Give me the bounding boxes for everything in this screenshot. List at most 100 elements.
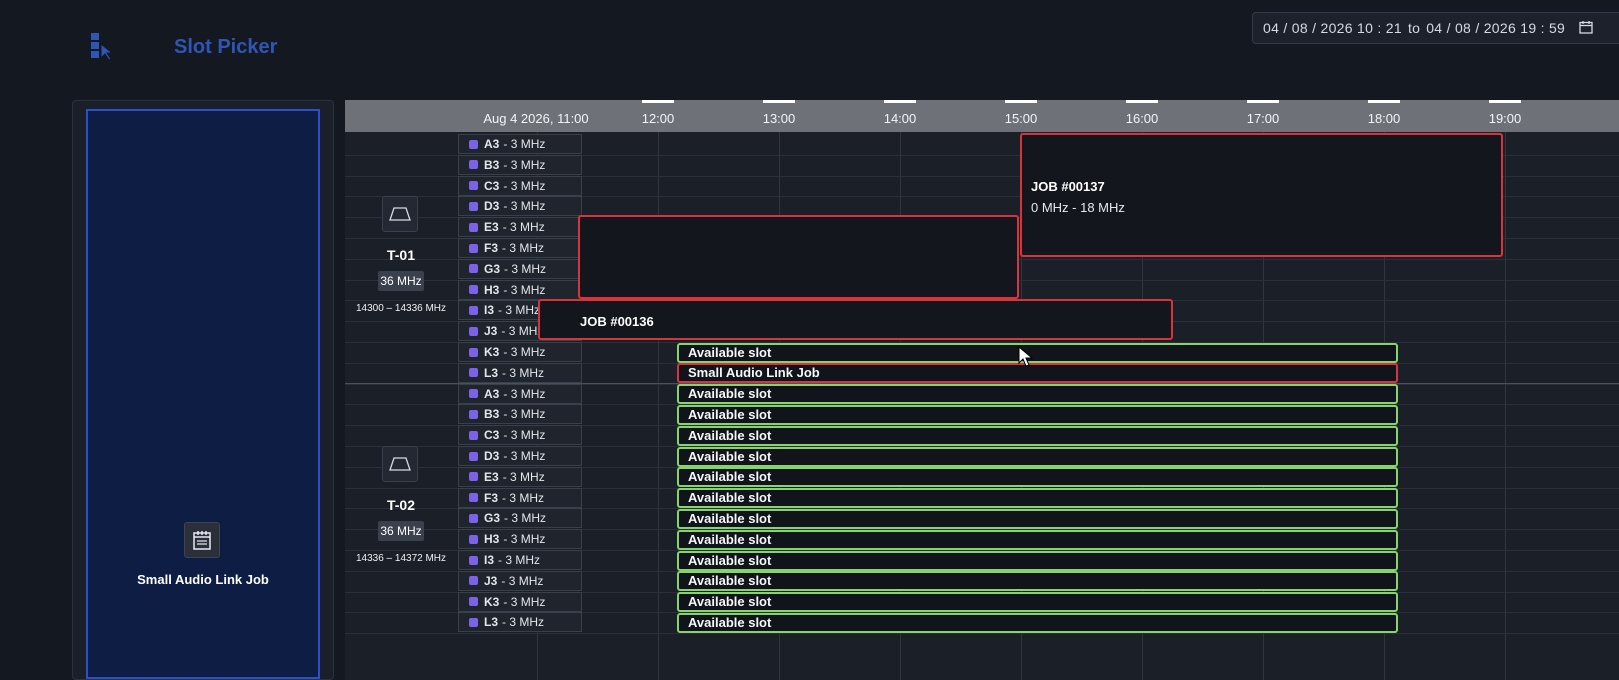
- channel-name: E3: [484, 469, 499, 484]
- available-slot[interactable]: Available slot: [677, 550, 1398, 571]
- channel-name: K3: [484, 345, 500, 359]
- channel-label[interactable]: C3 - 3 MHz: [458, 175, 582, 196]
- transmitter-frequency-range: 14336 – 14372 MHz: [355, 552, 447, 564]
- channel-color-icon: [469, 139, 478, 149]
- available-slot[interactable]: Available slot: [677, 425, 1398, 446]
- calendar-icon[interactable]: [1579, 20, 1593, 37]
- available-slot[interactable]: Available slot: [677, 529, 1398, 550]
- channel-label[interactable]: H3 - 3 MHz: [458, 529, 582, 550]
- available-slot[interactable]: Available slot: [677, 571, 1398, 592]
- timeline-start-label: Aug 4 2026, 11:00: [483, 111, 589, 126]
- channel-label[interactable]: K3 - 3 MHz: [458, 591, 582, 612]
- available-slot[interactable]: Available slot: [677, 384, 1398, 405]
- channel-color-icon: [469, 201, 478, 211]
- channel-color-icon: [469, 285, 478, 295]
- hour-tick-label: 17:00: [1246, 111, 1280, 126]
- channel-name: K3: [484, 594, 500, 609]
- channel-label[interactable]: I3 - 3 MHz: [458, 550, 582, 570]
- channel-bw: - 3 MHz: [504, 511, 547, 526]
- row-line: [345, 175, 1619, 177]
- available-slot[interactable]: Available slot: [677, 467, 1398, 488]
- date-from[interactable]: 04 / 08 / 2026 10 : 21: [1263, 20, 1402, 36]
- channel-bw: - 3 MHz: [503, 157, 546, 172]
- date-separator: to: [1407, 20, 1421, 36]
- transponder-icon: [382, 196, 418, 232]
- hour-tick-mark: [1126, 100, 1158, 103]
- channel-bw: - 3 MHz: [502, 469, 545, 484]
- channel-name: H3: [484, 532, 500, 547]
- job-card-icon[interactable]: [184, 522, 220, 558]
- available-slot[interactable]: Available slot: [677, 508, 1398, 529]
- job-title: JOB #00136: [580, 314, 654, 329]
- job-card-label[interactable]: Small Audio Link Job: [137, 572, 269, 587]
- channel-label[interactable]: L3 - 3 MHz: [458, 362, 582, 383]
- channel-label[interactable]: A3 - 3 MHz: [458, 134, 582, 154]
- available-slot[interactable]: Available slot: [677, 404, 1398, 425]
- channel-bw: - 3 MHz: [502, 490, 545, 505]
- channel-name: D3: [484, 449, 500, 463]
- channel-bw: - 3 MHz: [502, 241, 545, 255]
- channel-label[interactable]: C3 - 3 MHz: [458, 425, 582, 446]
- hour-tick-mark: [763, 100, 795, 103]
- channel-label[interactable]: B3 - 3 MHz: [458, 154, 582, 175]
- hour-tick-label: 18:00: [1367, 111, 1401, 126]
- hour-tick-mark: [642, 100, 674, 103]
- date-to[interactable]: 04 / 08 / 2026 19 : 59: [1426, 20, 1566, 36]
- channel-name: D3: [484, 199, 500, 214]
- channel-bw: - 3 MHz: [503, 407, 546, 422]
- available-slot[interactable]: Available slot: [677, 488, 1398, 509]
- channel-label[interactable]: B3 - 3 MHz: [458, 404, 582, 425]
- row-line: [345, 633, 1619, 635]
- channel-label[interactable]: F3 - 3 MHz: [458, 238, 582, 258]
- channel-bw: - 3 MHz: [503, 594, 546, 609]
- available-slot[interactable]: Available slot: [677, 612, 1398, 633]
- channel-name: L3: [484, 615, 499, 630]
- timeline-header: [345, 100, 1619, 132]
- date-range-picker[interactable]: 04 / 08 / 2026 10 : 21 to 04 / 08 / 2026…: [1252, 12, 1619, 44]
- channel-bw: - 3 MHz: [503, 428, 546, 443]
- grid-line: [1505, 132, 1506, 680]
- selected-job-slot[interactable]: Small Audio Link Job: [677, 363, 1398, 384]
- job-range: 0 MHz - 18 MHz: [1031, 200, 1125, 215]
- channel-color-icon: [469, 513, 478, 523]
- channel-bw: - 3 MHz: [502, 615, 545, 630]
- transponder-icon: [382, 445, 418, 482]
- channel-color-icon: [469, 555, 478, 565]
- transmitter-bandwidth-badge: 36 MHz: [378, 271, 424, 291]
- channel-color-icon: [469, 160, 478, 170]
- channel-bw: - 3 MHz: [503, 282, 546, 297]
- channel-name: A3: [484, 386, 500, 401]
- channel-name: C3: [484, 428, 500, 443]
- channel-label[interactable]: J3 - 3 MHz: [458, 570, 582, 591]
- channel-label[interactable]: F3 - 3 MHz: [458, 487, 582, 508]
- available-slot[interactable]: Available slot: [677, 592, 1398, 613]
- channel-label[interactable]: D3 - 3 MHz: [458, 196, 582, 217]
- job-block-t01-mid[interactable]: [578, 215, 1019, 299]
- channel-label[interactable]: E3 - 3 MHz: [458, 217, 582, 238]
- channel-label[interactable]: K3 - 3 MHz: [458, 342, 582, 362]
- job-drop-zone[interactable]: [86, 109, 320, 679]
- available-slot[interactable]: Available slot: [677, 342, 1398, 363]
- job-title: JOB #00137: [1031, 179, 1105, 194]
- available-slot[interactable]: Available slot: [677, 446, 1398, 467]
- channel-color-icon: [469, 430, 478, 440]
- channel-color-icon: [469, 451, 478, 461]
- channel-bw: - 3 MHz: [503, 345, 546, 359]
- channel-label[interactable]: G3 - 3 MHz: [458, 258, 582, 279]
- hour-tick-mark: [1368, 100, 1400, 103]
- channel-bw: - 3 MHz: [501, 573, 544, 588]
- channel-name: J3: [484, 324, 498, 339]
- job-block-00137[interactable]: JOB #00137 0 MHz - 18 MHz: [1020, 133, 1503, 257]
- channel-bw: - 3 MHz: [503, 137, 546, 151]
- channel-label[interactable]: H3 - 3 MHz: [458, 279, 582, 300]
- channel-name: G3: [484, 261, 501, 276]
- channel-color-icon: [469, 617, 478, 627]
- channel-label[interactable]: L3 - 3 MHz: [458, 612, 582, 633]
- channel-label[interactable]: G3 - 3 MHz: [458, 508, 582, 529]
- channel-label[interactable]: E3 - 3 MHz: [458, 466, 582, 487]
- channel-label[interactable]: D3 - 3 MHz: [458, 446, 582, 466]
- channel-name: L3: [484, 365, 499, 380]
- channel-color-icon: [469, 347, 478, 357]
- channel-label[interactable]: A3 - 3 MHz: [458, 383, 582, 404]
- job-block-00136[interactable]: JOB #00136: [538, 299, 1173, 340]
